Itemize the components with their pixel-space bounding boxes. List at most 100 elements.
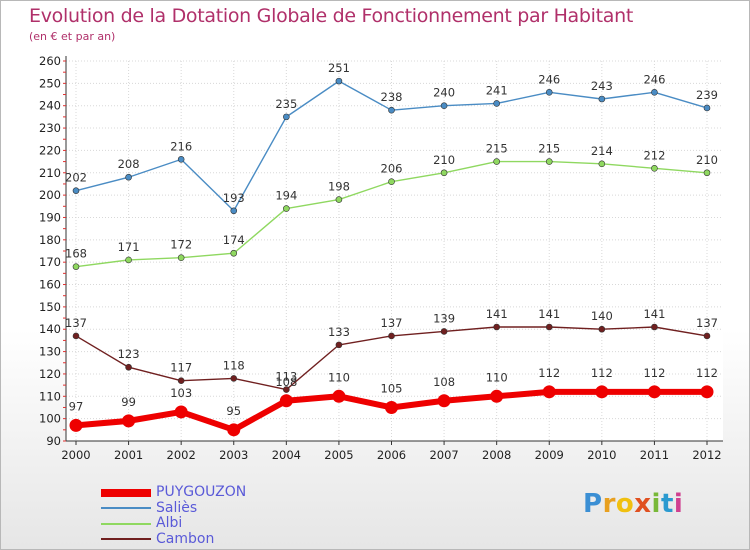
data-point: [69, 418, 83, 432]
data-label: 117: [170, 361, 192, 375]
data-point: [598, 325, 606, 333]
x-tick-label: 2004: [272, 448, 301, 462]
data-label: 141: [486, 307, 508, 321]
legend-item: Albi: [101, 515, 246, 532]
y-tick-label: 230: [39, 121, 61, 135]
data-label: 139: [433, 311, 455, 325]
data-point: [545, 323, 553, 331]
data-point: [440, 169, 448, 177]
plot-area: [66, 61, 723, 441]
y-tick-label: 140: [39, 322, 61, 336]
y-tick-label: 110: [39, 389, 61, 403]
data-point: [125, 363, 132, 371]
y-tick-label: 210: [39, 166, 61, 180]
data-point: [177, 377, 185, 384]
data-point: [493, 100, 500, 107]
x-tick-label: 2005: [324, 448, 353, 462]
x-tick-label: 2002: [167, 448, 196, 462]
x-tick-label: 2009: [535, 448, 564, 462]
data-point: [440, 328, 448, 335]
data-point: [388, 332, 395, 340]
data-label: 241: [486, 83, 508, 97]
y-tick-label: 220: [39, 143, 61, 157]
legend-label: Albi: [156, 515, 183, 531]
data-label: 246: [538, 72, 560, 86]
brand-letter: P: [583, 489, 603, 519]
x-tick-label: 2006: [377, 448, 406, 462]
data-label: 216: [170, 139, 192, 153]
data-label: 112: [643, 366, 665, 380]
data-point: [122, 414, 136, 428]
y-tick-label: 90: [46, 434, 61, 448]
y-tick-label: 120: [39, 367, 61, 381]
data-label: 140: [591, 309, 613, 323]
data-point: [703, 332, 711, 340]
data-point: [542, 385, 556, 399]
data-label: 137: [696, 316, 718, 330]
data-point: [177, 254, 185, 262]
data-label: 215: [486, 142, 508, 156]
data-point: [72, 332, 80, 340]
y-tick-label: 150: [39, 300, 61, 314]
data-point: [72, 263, 80, 270]
data-label: 194: [275, 189, 297, 203]
data-label: 137: [381, 316, 403, 330]
data-label: 238: [381, 90, 403, 104]
data-point: [227, 423, 241, 437]
data-label: 137: [65, 316, 87, 330]
data-label: 212: [643, 148, 665, 162]
data-label: 113: [275, 370, 297, 384]
data-label: 110: [328, 370, 350, 384]
data-point: [283, 205, 290, 212]
data-point: [283, 113, 290, 121]
data-point: [703, 104, 711, 112]
data-point: [703, 169, 711, 177]
data-label: 202: [65, 171, 87, 185]
chart-subtitle: (en € et par an): [29, 30, 116, 43]
brand-logo: Proxiti: [583, 489, 683, 519]
data-label: 141: [643, 307, 665, 321]
data-label: 246: [643, 72, 665, 86]
legend-label: Saliès: [156, 499, 198, 516]
data-label: 99: [121, 395, 136, 409]
data-point: [651, 323, 658, 331]
legend-swatch: [101, 488, 151, 497]
data-point: [335, 341, 343, 349]
x-tick-label: 2010: [587, 448, 616, 462]
data-label: 118: [223, 358, 245, 372]
data-point: [230, 249, 238, 257]
data-label: 171: [118, 240, 140, 254]
y-tick-label: 160: [39, 278, 61, 292]
legend-swatch: [101, 538, 151, 541]
data-label: 251: [328, 61, 350, 75]
data-point: [72, 187, 80, 194]
data-label: 172: [170, 238, 192, 252]
data-point: [598, 95, 606, 103]
data-point: [647, 385, 661, 399]
data-label: 235: [275, 97, 297, 111]
data-label: 210: [696, 153, 718, 167]
x-tick-label: 2008: [482, 448, 511, 462]
data-label: 112: [591, 366, 613, 380]
y-tick-label: 190: [39, 210, 61, 224]
data-point: [335, 77, 343, 85]
data-label: 198: [328, 180, 350, 194]
data-label: 105: [381, 381, 403, 395]
legend-item: Cambon: [101, 531, 246, 548]
data-point: [332, 389, 346, 403]
y-tick-label: 100: [39, 412, 61, 426]
data-point: [598, 160, 606, 168]
brand-letter: o: [615, 489, 635, 519]
data-label: 141: [538, 307, 560, 321]
legend-swatch: [101, 522, 151, 525]
x-tick-label: 2011: [640, 448, 669, 462]
data-point: [125, 173, 132, 181]
data-label: 133: [328, 325, 350, 339]
legend-item: Saliès: [101, 499, 246, 517]
chart-title: Evolution de la Dotation Globale de Fonc…: [29, 5, 634, 27]
legend: PUYGOUZON Saliès Albi Cambon: [101, 484, 246, 548]
data-point: [388, 178, 395, 186]
y-tick-label: 180: [39, 233, 61, 247]
brand-letter: x: [634, 489, 652, 519]
